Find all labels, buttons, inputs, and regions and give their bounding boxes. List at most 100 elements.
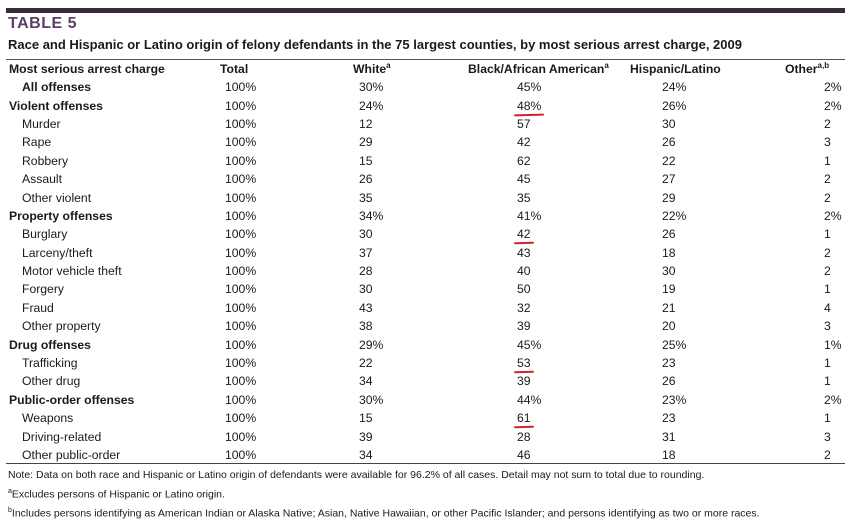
cell-total: 100%	[225, 190, 257, 205]
cell-total: 100%	[225, 337, 257, 352]
cell-total: 100%	[225, 356, 257, 371]
cell-total: 100%	[225, 227, 257, 242]
row-label: Other violent	[22, 190, 92, 205]
cell-total: 100%	[225, 98, 257, 113]
table-row: Other drug 100% 34 39 26 1	[6, 372, 851, 390]
top-rule	[6, 8, 845, 13]
cell-black: 39	[517, 319, 531, 334]
cell-total: 100%	[225, 135, 257, 150]
row-label: Drug offenses	[9, 337, 91, 352]
cell-black: 44%	[517, 392, 542, 407]
cell-hispanic: 30	[662, 116, 676, 131]
cell-hispanic: 26	[662, 135, 676, 150]
cell-hispanic: 23%	[662, 392, 687, 407]
table-row: Assault 100% 26 45 27 2	[6, 170, 851, 188]
cell-white: 28	[359, 264, 373, 279]
cell-black: 45%	[517, 80, 542, 95]
cell-white: 34%	[359, 208, 384, 223]
cell-total: 100%	[225, 172, 257, 187]
row-label: Weapons	[22, 411, 74, 426]
data-table: Most serious arrest charge Total Whitea …	[6, 60, 851, 464]
cell-other: 2	[824, 190, 831, 205]
col-header-white: Whitea	[353, 61, 391, 77]
col-header-charge: Most serious arrest charge	[9, 62, 165, 76]
cell-hispanic: 27	[662, 172, 676, 187]
cell-white: 15	[359, 411, 373, 426]
cell-white: 26	[359, 172, 373, 187]
cell-other: 2	[824, 172, 831, 187]
row-label: Property offenses	[9, 208, 113, 223]
header-row: Most serious arrest charge Total Whitea …	[6, 60, 851, 78]
cell-white: 35	[359, 190, 373, 205]
cell-black: 40	[517, 264, 531, 279]
cell-hispanic: 24%	[662, 80, 687, 95]
cell-black: 39	[517, 374, 531, 389]
table-row: Public-order offenses 100% 30% 44% 23% 2%	[6, 391, 851, 409]
cell-other: 1	[824, 282, 831, 297]
cell-hispanic: 22	[662, 153, 676, 168]
cell-total: 100%	[225, 392, 257, 407]
cell-other: 1	[824, 374, 831, 389]
table-row: Trafficking 100% 22 53 23 1	[6, 354, 851, 372]
cell-hispanic: 25%	[662, 337, 687, 352]
cell-black: 50	[517, 282, 531, 297]
cell-hispanic: 23	[662, 356, 676, 371]
cell-other: 2%	[824, 208, 842, 223]
row-label: Public-order offenses	[9, 392, 135, 407]
table-row: Drug offenses 100% 29% 45% 25% 1%	[6, 335, 851, 353]
table-row: Forgery 100% 30 50 19 1	[6, 280, 851, 298]
col-header-hispanic: Hispanic/Latino	[630, 62, 721, 76]
cell-black: 42	[468, 225, 630, 243]
table-row: Weapons 100% 15 61 23 1	[6, 409, 851, 427]
cell-black: 57	[517, 116, 531, 131]
note-b: bIncludes persons identifying as America…	[8, 506, 760, 520]
cell-white: 30	[359, 227, 373, 242]
table-row: Driving-related 100% 39 28 31 3	[6, 427, 851, 445]
cell-other: 1%	[824, 337, 842, 352]
cell-other: 2%	[824, 98, 842, 113]
cell-black: 28	[517, 429, 531, 444]
table-row: Other violent 100% 35 35 29 2	[6, 188, 851, 206]
table-row: Larceny/theft 100% 37 43 18 2	[6, 244, 851, 262]
cell-total: 100%	[225, 448, 257, 462]
note-a: aExcludes persons of Hispanic or Latino …	[8, 487, 225, 501]
cell-total: 100%	[225, 319, 257, 334]
table-row: Motor vehicle theft 100% 28 40 30 2	[6, 262, 851, 280]
row-label: Murder	[22, 116, 61, 131]
cell-total: 100%	[225, 208, 257, 223]
cell-total: 100%	[225, 264, 257, 279]
cell-hispanic: 22%	[662, 208, 687, 223]
row-label: Larceny/theft	[22, 245, 93, 260]
cell-other: 1	[824, 356, 831, 371]
cell-white: 24%	[359, 98, 384, 113]
cell-total: 100%	[225, 245, 257, 260]
cell-black: 41%	[517, 208, 542, 223]
row-label: Robbery	[22, 153, 69, 168]
col-header-black: Black/African Americana	[468, 61, 609, 77]
cell-hispanic: 26	[662, 227, 676, 242]
table-row: Property offenses 100% 34% 41% 22% 2%	[6, 207, 851, 225]
row-label: Other public-order	[22, 448, 121, 462]
cell-other: 1	[824, 227, 831, 242]
cell-total: 100%	[225, 374, 257, 389]
cell-black: 45	[517, 172, 531, 187]
cell-white: 30%	[359, 80, 384, 95]
cell-hispanic: 31	[662, 429, 676, 444]
cell-other: 2	[824, 116, 831, 131]
row-label: Other drug	[22, 374, 81, 389]
row-label: Trafficking	[22, 356, 78, 371]
cell-white: 43	[359, 300, 373, 315]
table-row: All offenses 100% 30% 45% 24% 2%	[6, 78, 851, 96]
cell-hispanic: 21	[662, 300, 676, 315]
note-general: Note: Data on both race and Hispanic or …	[8, 469, 705, 481]
cell-hispanic: 26	[662, 374, 676, 389]
cell-black: 43	[517, 245, 531, 260]
cell-white: 12	[359, 116, 373, 131]
table-notes: Note: Data on both race and Hispanic or …	[8, 467, 760, 522]
cell-black: 45%	[517, 337, 542, 352]
cell-hispanic: 30	[662, 264, 676, 279]
row-label: Violent offenses	[9, 98, 103, 113]
table-row: Other public-order 100% 34 46 18 2	[6, 446, 851, 464]
cell-white: 37	[359, 245, 373, 260]
cell-black: 61	[468, 409, 630, 427]
